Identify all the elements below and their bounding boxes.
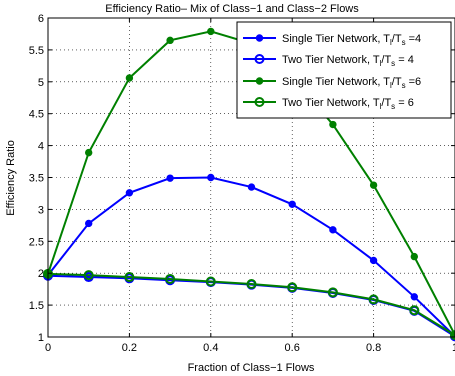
data-point (124, 272, 135, 283)
y-tick-label: 4 (38, 141, 44, 153)
data-point (369, 181, 378, 189)
data-point (205, 276, 216, 287)
y-tick-label: 3.5 (29, 173, 44, 185)
data-point (329, 226, 337, 234)
data-point (125, 74, 134, 82)
data-point (247, 183, 256, 191)
legend-swatch-marker (255, 34, 264, 42)
y-tick-label: 4.5 (29, 109, 44, 121)
data-point (369, 256, 378, 265)
legend-swatch-marker (254, 54, 265, 64)
x-axis-label: Fraction of Class−1 Flows (188, 362, 315, 374)
y-tick-label: 6 (38, 13, 44, 25)
legend-swatch-marker (254, 97, 265, 107)
y-tick-label: 1 (38, 332, 44, 344)
legend-label: Single Tier Network, Tl/Ts =6 (282, 76, 421, 90)
data-point (166, 36, 174, 45)
y-axis-label: Efficiency Ratio (5, 140, 17, 216)
y-tick-label: 5.5 (29, 45, 44, 57)
y-tick-label: 2 (38, 268, 44, 280)
legend-label: Single Tier Network, Tl/Ts =4 (282, 33, 421, 47)
x-tick-label: 0.8 (366, 342, 381, 354)
legend-label: Two Tier Network, Tl/Ts = 6 (282, 97, 414, 111)
series-line-4 (47, 272, 455, 336)
legend-swatch-marker (255, 77, 264, 85)
data-point (288, 200, 296, 208)
y-tick-label: 5 (38, 77, 44, 89)
legend-label: Two Tier Network, Tl/Ts = 4 (282, 54, 414, 68)
y-tick-label: 3 (38, 204, 44, 216)
data-point (207, 173, 215, 182)
x-tick-label: 0.2 (122, 342, 137, 354)
data-point (246, 279, 257, 290)
data-point (409, 305, 420, 316)
data-point (410, 252, 418, 261)
data-point (85, 148, 93, 157)
data-point (125, 189, 134, 197)
data-point (410, 293, 418, 301)
data-point (329, 120, 337, 129)
data-point (85, 219, 93, 228)
data-point (165, 273, 176, 284)
data-point (166, 174, 174, 182)
chart-title: Efficiency Ratio– Mix of Class−1 and Cla… (105, 3, 359, 15)
data-point (207, 27, 215, 36)
data-point (83, 270, 94, 281)
series-line-1 (47, 176, 455, 338)
x-tick-label: 0 (45, 342, 51, 354)
x-axis-ticks: 0 0.2 0.4 0.6 0.8 1 (45, 18, 455, 354)
data-point (327, 287, 338, 298)
x-tick-label: 1 (452, 342, 455, 354)
data-point (368, 294, 379, 305)
legend: Single Tier Network, Tl/Ts =4 Two Tier Ne… (236, 21, 452, 119)
data-point (450, 330, 455, 341)
y-tick-label: 1.5 (29, 300, 44, 312)
x-tick-label: 0.4 (203, 342, 218, 354)
y-tick-label: 2.5 (29, 236, 44, 248)
data-point (287, 282, 298, 293)
y-axis-ticks: 1 1.5 2 2.5 3 3.5 4 4.5 5 5.5 6 (29, 13, 455, 344)
x-tick-label: 0.6 (285, 342, 300, 354)
